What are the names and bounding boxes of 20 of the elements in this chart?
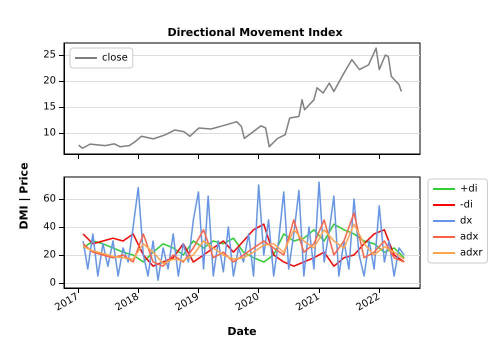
y-tick-label: 40 [43, 221, 56, 232]
line-series [82, 181, 405, 281]
y-tick-label: 10 [43, 128, 56, 139]
y-tick-label: 0 [50, 277, 56, 288]
y-tick-label: 60 [43, 193, 56, 204]
y-tick-label: 25 [43, 49, 56, 60]
legend-label: +di [460, 184, 478, 194]
y-tick-label: 20 [43, 76, 56, 87]
legend-label: dx [460, 216, 472, 226]
legend-label: close [102, 52, 128, 64]
y-axis-title: DMI | Price [18, 162, 30, 230]
legend-label: adx [460, 232, 478, 242]
line-series [78, 47, 402, 150]
chart-title: Directional Movement Index [167, 26, 343, 39]
legend-label: adxr [460, 248, 484, 258]
y-tick-label: 20 [43, 249, 56, 260]
line-series [82, 212, 405, 267]
y-tick-label: 15 [43, 102, 56, 113]
legend-label: -di [460, 200, 473, 210]
x-axis-title: Date [227, 325, 257, 338]
